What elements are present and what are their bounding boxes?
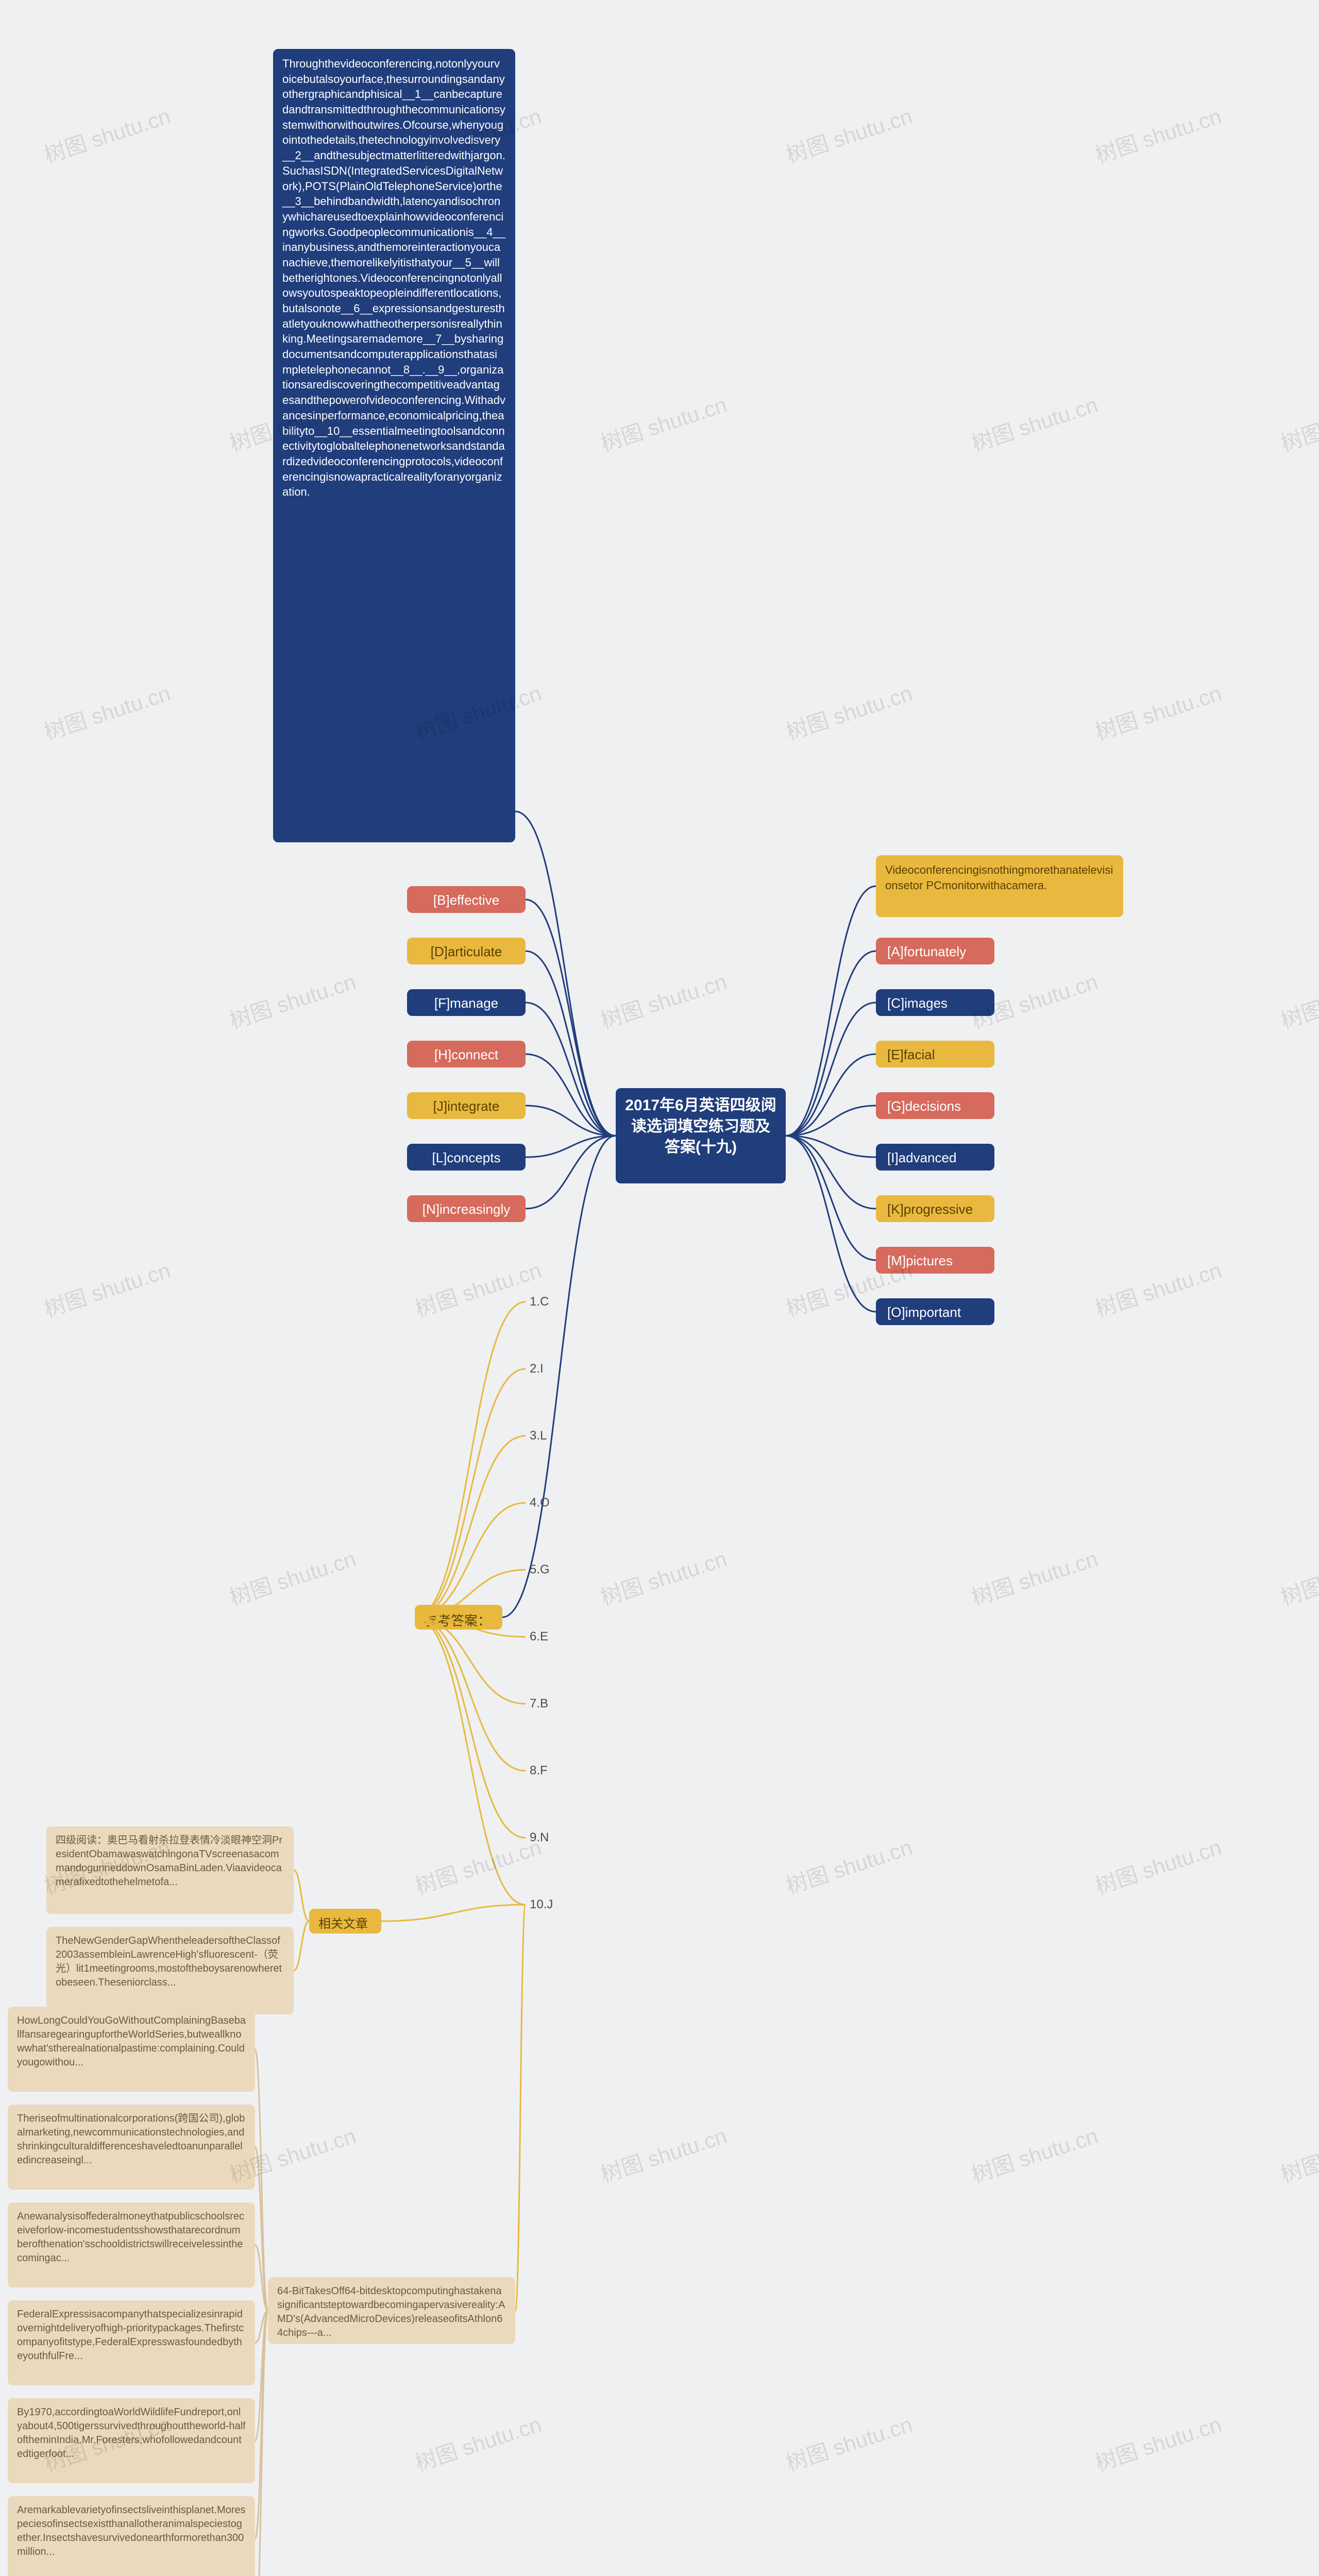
answer-item: 5.G bbox=[530, 1563, 550, 1577]
related-more-lead-text: 64-BitTakesOff64-bitdesktopcomputinghast… bbox=[277, 2285, 505, 2338]
answer-item: 3.L bbox=[530, 1429, 547, 1443]
right-option: Videoconferencingisnothingmorethanatelev… bbox=[876, 855, 1123, 917]
answer-item: 8.F bbox=[530, 1764, 548, 1778]
left-option: [F]manage bbox=[407, 989, 526, 1016]
related-article-item: 四级阅读：奥巴马看射杀拉登表情冷淡眼神空洞PresidentObamawaswa… bbox=[46, 1826, 294, 1914]
answer-item: 9.N bbox=[530, 1831, 549, 1845]
related-more-item: By1970,accordingtoaWorldWildlifeFundrepo… bbox=[8, 2398, 255, 2483]
right-option: [G]decisions bbox=[876, 1092, 994, 1119]
passage-node: Throughthevideoconferencing,notonlyyourv… bbox=[273, 49, 515, 842]
left-option: [L]concepts bbox=[407, 1144, 526, 1171]
right-option: [K]progressive bbox=[876, 1195, 994, 1222]
center-node: 2017年6月英语四级阅读选词填空练习题及答案(十九) bbox=[616, 1088, 786, 1183]
right-option: [E]facial bbox=[876, 1041, 994, 1067]
related-more-item: Aremarkablevarietyofinsectsliveinthispla… bbox=[8, 2496, 255, 2576]
answer-item: 4.O bbox=[530, 1496, 550, 1510]
answer-item: 10.J bbox=[530, 1897, 553, 1912]
right-option: [M]pictures bbox=[876, 1247, 994, 1274]
related-more-lead: 64-BitTakesOff64-bitdesktopcomputinghast… bbox=[268, 2277, 515, 2344]
left-option: [D]articulate bbox=[407, 938, 526, 964]
answer-item: 6.E bbox=[530, 1630, 548, 1644]
right-option: [C]images bbox=[876, 989, 994, 1016]
related-more-item: Anewanalysisoffederalmoneythatpublicscho… bbox=[8, 2202, 255, 2287]
center-label: 2017年6月英语四级阅读选词填空练习题及答案(十九) bbox=[625, 1097, 776, 1156]
answer-item: 7.B bbox=[530, 1697, 548, 1711]
left-option: [B]effective bbox=[407, 886, 526, 913]
related-article-item: TheNewGenderGapWhentheleadersoftheClasso… bbox=[46, 1927, 294, 2014]
related-more-item: HowLongCouldYouGoWithoutComplainingBaseb… bbox=[8, 2007, 255, 2092]
left-option: [H]connect bbox=[407, 1041, 526, 1067]
right-option: [A]fortunately bbox=[876, 938, 994, 964]
passage-text: Throughthevideoconferencing,notonlyyourv… bbox=[282, 57, 505, 498]
related-more-item: Theriseofmultinationalcorporations(跨国公司)… bbox=[8, 2105, 255, 2190]
related-more-item: FederalExpressisacompanythatspecializesi… bbox=[8, 2300, 255, 2385]
left-option: [N]increasingly bbox=[407, 1195, 526, 1222]
right-option: [O]important bbox=[876, 1298, 994, 1325]
answer-item: 1.C bbox=[530, 1295, 549, 1309]
left-option: [J]integrate bbox=[407, 1092, 526, 1119]
right-option: [I]advanced bbox=[876, 1144, 994, 1171]
connector-layer bbox=[0, 0, 1319, 2576]
answer-item: 2.I bbox=[530, 1362, 544, 1376]
